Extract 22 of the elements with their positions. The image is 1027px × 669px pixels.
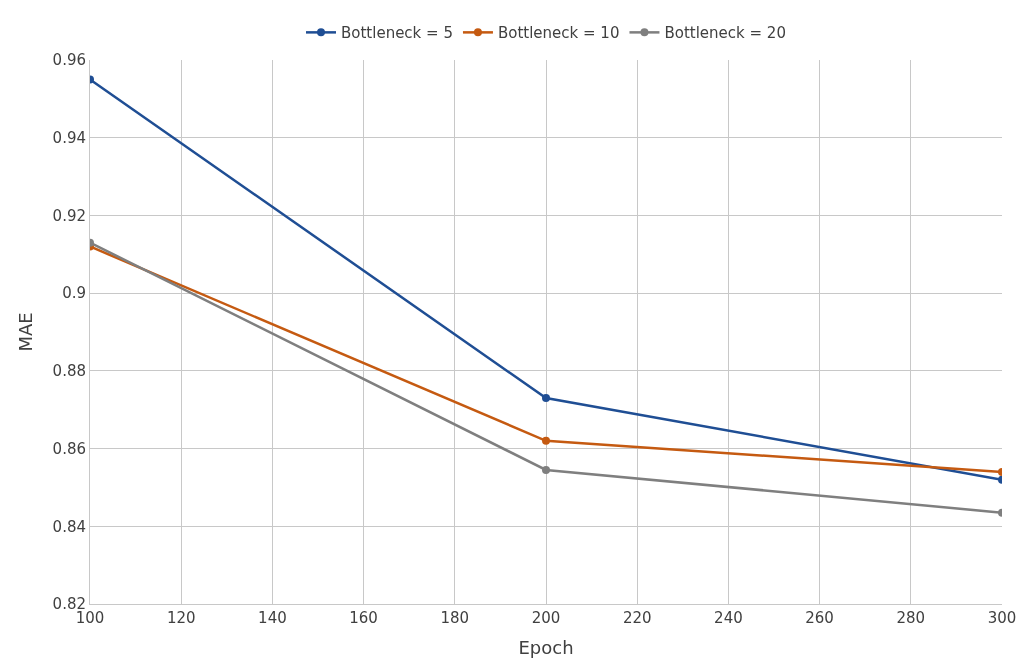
x-tick-label: 300 [987,609,1017,627]
y-tick-label: 0.94 [52,128,86,147]
y-axis-title: MAE [14,312,36,352]
legend-label: Bottleneck = 20 [664,24,786,43]
legend-label: Bottleneck = 10 [497,24,620,43]
x-tick-label: 220 [622,609,652,627]
x-tick-label: 200 [531,609,561,627]
x-tick-label: 160 [349,609,378,627]
x-tick-label: 180 [440,609,470,627]
y-tick-label: 0.84 [52,517,86,536]
y-tick-label: 0.96 [52,51,86,70]
y-tick-label: 0.9 [62,284,86,303]
legend-label: Bottleneck = 5 [341,24,453,43]
x-tick-label: 260 [805,609,834,627]
x-tick-label: 120 [166,609,196,627]
x-tick-label: 140 [258,609,287,627]
x-tick-label: 240 [714,609,743,627]
y-tick-label: 0.88 [52,362,86,381]
x-axis-title: Epoch [518,637,574,659]
y-tick-label: 0.86 [52,439,86,458]
x-tick-label: 280 [896,609,926,627]
y-tick-label: 0.92 [52,206,86,225]
